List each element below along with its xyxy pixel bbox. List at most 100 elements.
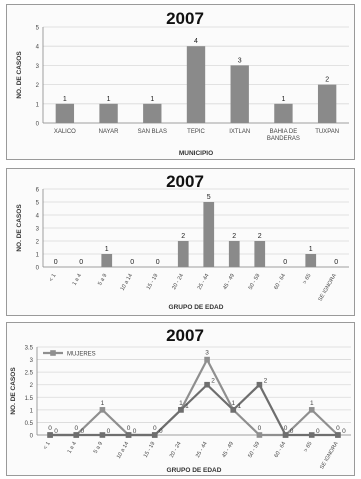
data-point — [256, 432, 263, 438]
data-label: 1 — [179, 400, 183, 407]
x-tick-label: 1 a 4 — [72, 273, 83, 287]
data-label: 0 — [133, 428, 137, 435]
x-tick-label: 10 a 14 — [120, 273, 134, 292]
chart-municipio-panel: 2007 0 1 2 3 4 5 NO. DE CASOS XALICO NAYAR SAN BLA… — [6, 4, 355, 160]
y-tick-label: 4 — [36, 45, 40, 51]
data-label: 0 — [283, 259, 287, 266]
bar — [177, 241, 189, 267]
bar — [254, 241, 266, 267]
data-label: 1 — [309, 246, 313, 253]
data-label: 1 — [237, 403, 241, 410]
bar — [101, 254, 113, 267]
chart-edad-sexo: 2007 0 0.5 1 1.5 2 2.5 3 3.5 NO. DE CASOS < 1 1 a 4… — [10, 326, 351, 474]
y-tick-label: 1.5 — [25, 396, 34, 402]
x-tick-label: > 65 — [303, 441, 314, 453]
bar — [305, 254, 317, 267]
chart-title: 2007 — [166, 9, 204, 28]
y-tick-label: 3.5 — [25, 346, 34, 352]
data-label: 0 — [54, 259, 58, 266]
x-tick-label: BAHIA DE BANDERAS — [267, 129, 300, 142]
chart-municipio: 2007 0 1 2 3 4 5 NO. DE CASOS XALICO NAYAR SAN BLA… — [16, 9, 349, 157]
data-point — [282, 432, 289, 438]
data-point — [125, 432, 132, 438]
series-line — [50, 357, 339, 437]
data-point — [230, 407, 237, 413]
x-tick-label: XALICO — [54, 129, 76, 135]
y-tick-label: 5 — [36, 201, 40, 207]
bar — [203, 202, 215, 267]
data-point — [178, 407, 184, 413]
x-tick-label: 25 - 44 — [195, 441, 209, 459]
data-label: 0 — [290, 428, 294, 435]
x-tick-label-line: BAHIA DE — [270, 129, 298, 135]
y-tick-label: 1 — [36, 253, 40, 259]
x-tick-label: 60 - 64 — [273, 273, 287, 291]
y-tick-label: 1 — [30, 408, 34, 414]
bar — [143, 103, 162, 123]
x-tick-label: IXTLAN — [229, 129, 250, 135]
data-label: 1 — [150, 96, 154, 103]
data-label: 0 — [80, 428, 84, 435]
x-tick-label-line: BANDERAS — [267, 136, 300, 142]
y-tick-label: 0.5 — [25, 421, 34, 427]
x-tick-label: 60 - 64 — [274, 441, 288, 459]
data-label: 0 — [336, 425, 340, 432]
data-label: 0 — [54, 428, 58, 435]
data-label: 1 — [101, 400, 105, 407]
data-label: 0 — [284, 425, 288, 432]
data-label: 1 — [107, 96, 111, 103]
data-label: 0 — [258, 425, 262, 432]
data-point — [151, 432, 158, 438]
data-point — [308, 407, 315, 413]
data-label: 0 — [316, 428, 320, 435]
y-tick-label: 0 — [30, 434, 34, 440]
data-label: 2 — [325, 77, 329, 84]
y-tick-label: 0 — [36, 266, 40, 272]
x-tick-label: 25 - 44 — [197, 273, 211, 291]
data-label: 0 — [156, 259, 160, 266]
y-tick-label: 3 — [30, 358, 34, 364]
data-label: 3 — [238, 57, 242, 64]
x-tick-label: 5 a 9 — [93, 441, 104, 455]
data-label: 2 — [232, 233, 236, 240]
bar — [55, 103, 75, 123]
x-tick-label: < 1 — [48, 273, 57, 283]
data-point — [204, 381, 210, 388]
x-tick-label: < 1 — [43, 441, 52, 451]
y-tick-label: 2 — [36, 83, 40, 89]
x-tick-label: 15 - 19 — [146, 273, 160, 291]
data-label: 1 — [310, 400, 314, 407]
data-label: 1 — [105, 246, 109, 253]
x-tick-label: > 65 — [302, 273, 313, 285]
y-tick-label: 5 — [36, 26, 40, 32]
data-label: 3 — [205, 350, 209, 357]
x-tick-label: 45 - 49 — [222, 273, 236, 291]
chart-edad-panel: 2007 0 1 2 3 4 5 6 NO. DE CASOS < 1 1 a 4 5 a 9 10 a… — [6, 168, 355, 316]
y-tick-label: 2 — [36, 240, 40, 246]
chart-edad: 2007 0 1 2 3 4 5 6 NO. DE CASOS < 1 1 a 4 5 a 9 10 a… — [16, 172, 349, 311]
x-tick-label: TUXPAN — [315, 129, 339, 135]
data-label: 2 — [211, 378, 215, 385]
y-tick-label: 6 — [36, 188, 40, 194]
data-label: 0 — [334, 259, 338, 266]
data-label: 0 — [159, 428, 163, 435]
data-label: 5 — [207, 194, 211, 201]
data-point — [256, 381, 263, 388]
data-label: 0 — [342, 428, 346, 435]
x-tick-label: 50 - 59 — [248, 273, 262, 291]
x-tick-label: SAN BLAS — [138, 129, 167, 135]
bar — [99, 103, 118, 123]
x-tick-label: 45 - 49 — [221, 441, 235, 459]
bar — [230, 65, 249, 123]
data-point — [99, 407, 106, 413]
x-tick-label: 20 - 24 — [171, 273, 185, 291]
data-label: 4 — [194, 38, 198, 45]
legend-label: MUJERES — [67, 352, 96, 358]
x-tick-label: SE IGNORA — [318, 273, 339, 303]
data-label: 2 — [181, 233, 185, 240]
x-tick-label: 20 - 24 — [169, 441, 183, 459]
data-label: 0 — [153, 425, 157, 432]
x-tick-label: 10 a 14 — [116, 441, 130, 460]
data-label: 2 — [258, 233, 262, 240]
data-label: 0 — [48, 425, 52, 432]
